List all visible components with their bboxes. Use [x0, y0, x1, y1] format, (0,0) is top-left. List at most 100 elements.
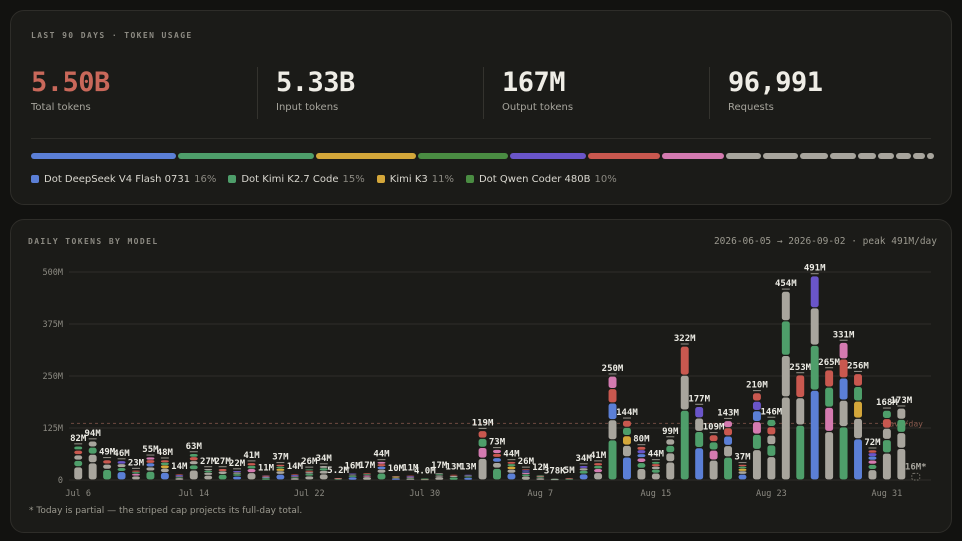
bar-segment [218, 474, 227, 480]
bar-segment [88, 454, 97, 463]
bar-segment [74, 450, 83, 455]
model-legend: Dot DeepSeek V4 Flash 0731 16% Dot Kimi K2… [31, 174, 629, 185]
legend-item: Kimi K3 11% [376, 174, 454, 185]
bar-segment [493, 462, 501, 468]
bar-segment [189, 461, 198, 465]
bar-segment [132, 472, 140, 474]
bar-cap [189, 451, 198, 453]
bar-segment [854, 374, 862, 386]
bar-cap [233, 468, 242, 470]
bar-segment [319, 474, 328, 480]
bar-segment [666, 439, 675, 445]
bar-segment [608, 420, 617, 440]
bar-segment [637, 468, 646, 480]
bar-cap [521, 466, 530, 468]
bar-segment [594, 473, 603, 480]
bar-segment [767, 445, 776, 456]
model-share-segment [509, 153, 586, 159]
legend-percent: 10% [594, 174, 617, 185]
bar-segment [363, 473, 372, 474]
bar-segment [478, 447, 487, 458]
bar-segment [204, 468, 213, 471]
bar-segment [825, 407, 834, 431]
bar-value-label: 99M [662, 427, 679, 437]
bar-segment [247, 465, 256, 469]
bar-segment [290, 476, 299, 477]
x-tick-label: Aug 23 [756, 489, 787, 499]
bar-segment [363, 475, 372, 477]
bar-cap [218, 466, 227, 468]
bar-segment [189, 453, 198, 457]
bar-segment [233, 476, 242, 480]
bar-segment [435, 473, 444, 474]
bar-value-label: 12M [532, 463, 549, 473]
bar-segment [521, 469, 530, 471]
y-tick-label: 500M [43, 268, 63, 278]
bar-segment [189, 465, 198, 470]
bar-segment [276, 474, 285, 480]
partial-day-label: 16M* [905, 462, 927, 472]
bar-segment [204, 472, 213, 475]
bar-segment [175, 474, 184, 475]
bar-segment [521, 472, 530, 475]
bar-segment [738, 474, 747, 480]
bar-segment [666, 453, 675, 462]
bar-cap [825, 367, 834, 369]
bar-value-label: 168M [876, 398, 898, 408]
bar-cap [666, 436, 675, 438]
bar-segment [839, 378, 848, 400]
stat-input-tokens: 5.33B Input tokens [257, 67, 355, 119]
bar-cap [160, 457, 169, 459]
bar-segment [233, 472, 242, 474]
bar-segment [536, 477, 545, 478]
bar-cap [882, 407, 891, 409]
bar-value-label: 82M [70, 434, 87, 444]
bar-segment [391, 476, 400, 478]
bar-segment [637, 454, 646, 458]
bar-segment [261, 476, 270, 478]
legend-percent: 16% [194, 174, 217, 185]
bar-cap [622, 417, 631, 419]
bar-segment [507, 464, 516, 467]
legend-percent: 11% [431, 174, 454, 185]
model-share-segment [830, 153, 856, 159]
x-tick-label: Jul 6 [65, 489, 91, 499]
bar-cap [319, 463, 328, 465]
model-share-segment [661, 153, 725, 159]
bar-segment [695, 432, 704, 448]
bar-value-label: 26M [518, 457, 535, 467]
partial-day-footnote: * Today is partial — the striped cap pro… [29, 506, 303, 516]
bar-value-label: 143M [717, 409, 739, 419]
bar-segment [204, 475, 213, 480]
bar-segment [594, 465, 603, 469]
bar-segment [160, 472, 169, 480]
bar-value-label: 49M [99, 448, 116, 458]
bar-segment [377, 466, 386, 470]
bar-segment [752, 411, 761, 421]
usage-summary-card: LAST 90 DAYS · TOKEN USAGE 5.50B Total t… [10, 10, 952, 205]
bar-segment [507, 469, 516, 473]
stat-output-tokens: 167M Output tokens [483, 67, 573, 119]
bar-value-label: 144M [616, 408, 638, 418]
bar-segment [738, 466, 747, 469]
stat-label: Input tokens [276, 102, 339, 113]
bar-value-label: 5.2M [327, 466, 349, 476]
bar-segment [261, 476, 270, 477]
bar-segment [680, 346, 689, 375]
bar-segment [882, 440, 891, 453]
stat-label: Total tokens [31, 102, 91, 113]
bar-segment [882, 428, 891, 439]
bar-segment [478, 438, 487, 447]
model-share-segment [316, 153, 416, 159]
bar-value-label: 265M [818, 358, 840, 368]
bar-segment [709, 435, 718, 442]
bar-segment [319, 470, 328, 474]
bar-segment [290, 474, 299, 476]
x-tick-label: Jul 22 [294, 489, 325, 499]
bar-segment [666, 445, 675, 453]
bar-value-label: 10M [388, 464, 405, 474]
bar-value-label: 37M [272, 453, 289, 463]
x-tick-label: Aug 15 [640, 489, 671, 499]
bar-value-label: 322M [674, 334, 696, 344]
